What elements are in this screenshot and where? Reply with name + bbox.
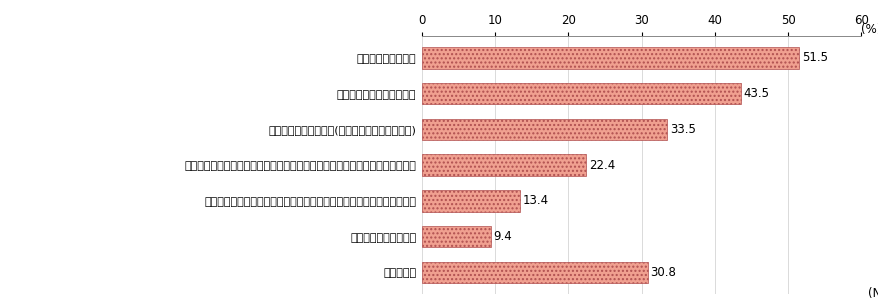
Bar bbox=[421, 262, 647, 283]
Text: 33.5: 33.5 bbox=[669, 123, 695, 136]
Text: 9.4: 9.4 bbox=[493, 230, 512, 243]
Text: 13.4: 13.4 bbox=[522, 195, 549, 208]
Bar bbox=[421, 119, 666, 140]
Bar bbox=[421, 226, 490, 248]
Text: 22.4: 22.4 bbox=[588, 159, 615, 171]
Text: (%): (%) bbox=[860, 23, 878, 36]
Text: 43.5: 43.5 bbox=[743, 87, 768, 100]
Bar bbox=[421, 190, 520, 211]
Bar bbox=[421, 47, 798, 68]
Bar bbox=[421, 155, 586, 176]
Text: (N=620): (N=620) bbox=[867, 288, 878, 300]
Text: 30.8: 30.8 bbox=[650, 266, 675, 279]
Bar bbox=[421, 83, 739, 104]
Text: 51.5: 51.5 bbox=[801, 51, 827, 64]
